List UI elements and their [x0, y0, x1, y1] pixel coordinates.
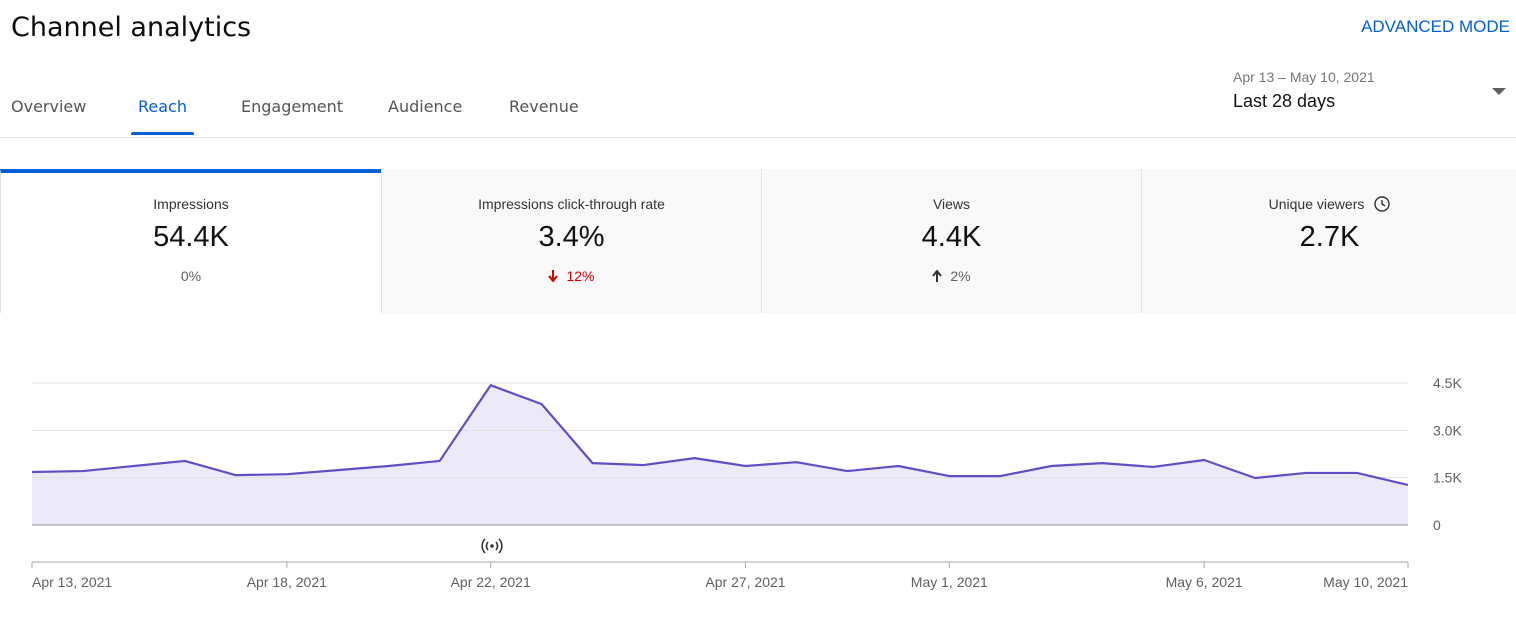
advanced-mode-link[interactable]: ADVANCED MODE	[1361, 17, 1510, 36]
metric-label: Impressions	[1, 196, 381, 212]
tab[interactable]: Revenue	[509, 97, 579, 116]
tab[interactable]: Reach	[131, 97, 194, 135]
metric-value: 2.7K	[1299, 221, 1360, 253]
page-title: Channel analytics	[11, 12, 252, 43]
y-tick-label: 4.5K	[1433, 375, 1462, 391]
metric-label-text: Unique viewers	[1268, 196, 1365, 212]
metric-label-text: Impressions click-through rate	[478, 196, 665, 212]
x-tick-label: Apr 13, 2021	[32, 574, 112, 590]
y-tick-label: 1.5K	[1433, 470, 1462, 486]
x-tick-label: May 1, 2021	[911, 574, 988, 590]
metric-label: Impressions click-through rate	[382, 196, 761, 212]
trend-arrow	[548, 270, 559, 283]
area	[32, 385, 1408, 525]
y-tick-label: 0	[1433, 517, 1441, 533]
info-icon[interactable]	[1374, 196, 1391, 212]
metric-card[interactable]: Views 4.4K 2%	[761, 169, 1141, 313]
metric-change-text: 12%	[566, 268, 595, 284]
metric-value: 54.4K	[153, 221, 229, 253]
live-icon	[481, 538, 503, 554]
metric-label: Unique viewers	[1142, 196, 1516, 212]
line	[31, 384, 1409, 486]
metric-label-text: Views	[932, 196, 971, 212]
metric-label: Views	[762, 196, 1141, 212]
metric-change-text: 2%	[950, 268, 971, 284]
metric-label-text: Impressions	[153, 196, 229, 212]
tab[interactable]: Overview	[11, 97, 87, 116]
tab[interactable]: Audience	[388, 97, 463, 116]
x-tick-label: Apr 27, 2021	[705, 574, 785, 590]
metric-card[interactable]: Impressions click-through rate 3.4% 12%	[381, 169, 761, 313]
metric-value: 3.4%	[538, 221, 605, 253]
period-selector[interactable]: Last 28 days	[1233, 91, 1336, 111]
divider	[0, 137, 1516, 138]
trend-arrow	[932, 269, 943, 282]
date-range[interactable]: Apr 13 – May 10, 2021	[1233, 69, 1375, 85]
chart: 0 1.5K 3.0K 4.5K Apr 13, 2021 Apr 18, 2021 Apr…	[31, 375, 1462, 590]
x-tick-label: May 6, 2021	[1166, 574, 1243, 590]
tab[interactable]: Engagement	[241, 97, 344, 116]
metric-value: 4.4K	[921, 221, 982, 253]
metric-change: 12%	[382, 268, 761, 284]
x-tick-label: Apr 18, 2021	[247, 574, 327, 590]
metric-change: 2%	[762, 268, 1141, 284]
y-tick-label: 3.0K	[1433, 422, 1462, 438]
metric-change-text: 0%	[180, 268, 202, 284]
metric-card[interactable]: Impressions 54.4K 0%	[0, 169, 381, 313]
metric-card[interactable]: Unique viewers 2.7K	[1141, 169, 1516, 313]
dropdown-arrow[interactable]	[1492, 88, 1506, 96]
x-tick-label: Apr 22, 2021	[451, 574, 531, 590]
x-tick-label: May 10, 2021	[1323, 574, 1408, 590]
metric-change: 0%	[1, 268, 381, 284]
